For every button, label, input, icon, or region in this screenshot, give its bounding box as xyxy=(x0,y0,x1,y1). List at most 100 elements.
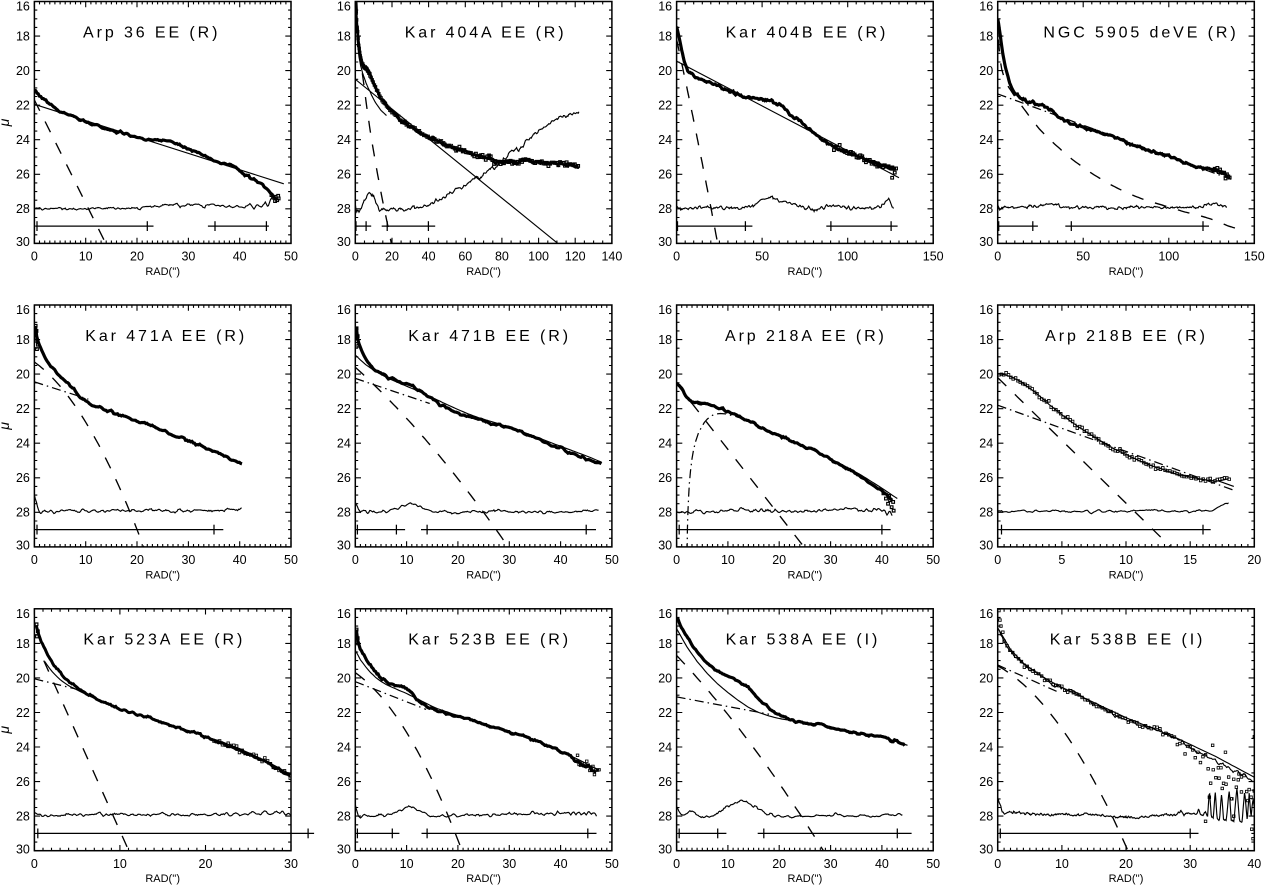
svg-text:28: 28 xyxy=(658,810,672,824)
svg-text:40: 40 xyxy=(233,250,247,264)
svg-text:18: 18 xyxy=(16,637,30,651)
svg-text:RAD(''): RAD('') xyxy=(466,266,501,278)
svg-text:16: 16 xyxy=(16,607,30,621)
svg-text:22: 22 xyxy=(658,402,672,416)
svg-text:24: 24 xyxy=(658,437,672,451)
svg-text:28: 28 xyxy=(16,506,30,520)
svg-text:30: 30 xyxy=(337,842,351,856)
svg-text:26: 26 xyxy=(979,471,993,485)
svg-text:16: 16 xyxy=(658,607,672,621)
svg-text:40: 40 xyxy=(233,553,247,567)
svg-text:20: 20 xyxy=(772,857,786,871)
svg-text:18: 18 xyxy=(979,30,993,44)
svg-text:50: 50 xyxy=(605,857,619,871)
svg-text:30: 30 xyxy=(337,235,351,249)
svg-text:20: 20 xyxy=(337,64,351,78)
svg-text:10: 10 xyxy=(400,553,414,567)
svg-text:26: 26 xyxy=(979,168,993,182)
svg-text:100: 100 xyxy=(1158,250,1179,264)
svg-text:15: 15 xyxy=(1183,553,1197,567)
svg-text:120: 120 xyxy=(565,250,586,264)
svg-text:26: 26 xyxy=(16,775,30,789)
svg-text:26: 26 xyxy=(658,471,672,485)
svg-text:Kar 538A EE (I): Kar 538A EE (I) xyxy=(726,632,881,649)
svg-text:50: 50 xyxy=(284,250,298,264)
svg-text:24: 24 xyxy=(16,437,30,451)
svg-text:30: 30 xyxy=(979,235,993,249)
svg-text:30: 30 xyxy=(337,539,351,553)
svg-text:μ: μ xyxy=(0,726,12,735)
svg-text:20: 20 xyxy=(658,671,672,685)
svg-text:30: 30 xyxy=(16,539,30,553)
svg-text:16: 16 xyxy=(658,0,672,14)
svg-text:150: 150 xyxy=(1244,250,1265,264)
svg-text:16: 16 xyxy=(979,303,993,317)
svg-text:50: 50 xyxy=(605,553,619,567)
svg-text:22: 22 xyxy=(658,99,672,113)
svg-text:10: 10 xyxy=(79,553,93,567)
svg-text:5: 5 xyxy=(1058,553,1065,567)
svg-text:16: 16 xyxy=(16,303,30,317)
svg-text:0: 0 xyxy=(31,553,38,567)
svg-text:RAD(''): RAD('') xyxy=(1109,266,1144,278)
svg-text:20: 20 xyxy=(979,368,993,382)
svg-text:18: 18 xyxy=(658,30,672,44)
svg-text:20: 20 xyxy=(1247,553,1261,567)
svg-text:20: 20 xyxy=(658,64,672,78)
svg-text:Kar 471B EE (R): Kar 471B EE (R) xyxy=(408,328,571,345)
svg-text:20: 20 xyxy=(130,553,144,567)
svg-text:40: 40 xyxy=(875,553,889,567)
svg-text:Arp 36 EE (R): Arp 36 EE (R) xyxy=(83,24,220,41)
svg-text:28: 28 xyxy=(16,810,30,824)
svg-text:18: 18 xyxy=(16,30,30,44)
svg-text:22: 22 xyxy=(658,706,672,720)
svg-text:30: 30 xyxy=(979,842,993,856)
svg-text:22: 22 xyxy=(337,99,351,113)
svg-text:10: 10 xyxy=(113,857,127,871)
svg-text:22: 22 xyxy=(979,706,993,720)
svg-text:28: 28 xyxy=(337,810,351,824)
svg-text:150: 150 xyxy=(923,250,944,264)
svg-text:26: 26 xyxy=(337,168,351,182)
svg-text:18: 18 xyxy=(979,637,993,651)
svg-text:22: 22 xyxy=(337,706,351,720)
svg-text:60: 60 xyxy=(458,250,472,264)
svg-text:Arp 218A EE (R): Arp 218A EE (R) xyxy=(725,328,887,345)
svg-text:26: 26 xyxy=(337,775,351,789)
svg-text:24: 24 xyxy=(337,740,351,754)
svg-text:20: 20 xyxy=(451,553,465,567)
svg-text:RAD(''): RAD('') xyxy=(1109,873,1144,885)
svg-text:NGC 5905 deVE (R): NGC 5905 deVE (R) xyxy=(1043,24,1238,41)
svg-text:18: 18 xyxy=(337,637,351,651)
svg-text:0: 0 xyxy=(673,553,680,567)
svg-text:0: 0 xyxy=(673,250,680,264)
svg-text:10: 10 xyxy=(400,857,414,871)
svg-text:30: 30 xyxy=(658,539,672,553)
svg-text:20: 20 xyxy=(658,368,672,382)
svg-text:140: 140 xyxy=(601,250,622,264)
svg-text:10: 10 xyxy=(1055,857,1069,871)
svg-text:16: 16 xyxy=(16,0,30,14)
svg-text:80: 80 xyxy=(495,250,509,264)
svg-text:18: 18 xyxy=(337,333,351,347)
svg-text:22: 22 xyxy=(16,402,30,416)
svg-text:24: 24 xyxy=(979,133,993,147)
svg-text:16: 16 xyxy=(658,303,672,317)
svg-text:28: 28 xyxy=(979,506,993,520)
svg-text:Kar 523B EE (R): Kar 523B EE (R) xyxy=(408,632,571,649)
svg-text:Kar 471A EE (R): Kar 471A EE (R) xyxy=(85,328,247,345)
svg-text:18: 18 xyxy=(979,333,993,347)
svg-text:40: 40 xyxy=(554,857,568,871)
svg-text:RAD(''): RAD('') xyxy=(145,569,180,581)
svg-text:18: 18 xyxy=(658,333,672,347)
svg-text:40: 40 xyxy=(875,857,889,871)
svg-text:20: 20 xyxy=(979,671,993,685)
svg-text:40: 40 xyxy=(1247,857,1261,871)
svg-text:RAD(''): RAD('') xyxy=(145,266,180,278)
svg-text:22: 22 xyxy=(16,706,30,720)
svg-text:40: 40 xyxy=(554,553,568,567)
svg-text:24: 24 xyxy=(16,133,30,147)
svg-text:10: 10 xyxy=(721,857,735,871)
svg-text:μ: μ xyxy=(0,422,12,431)
svg-text:30: 30 xyxy=(16,842,30,856)
